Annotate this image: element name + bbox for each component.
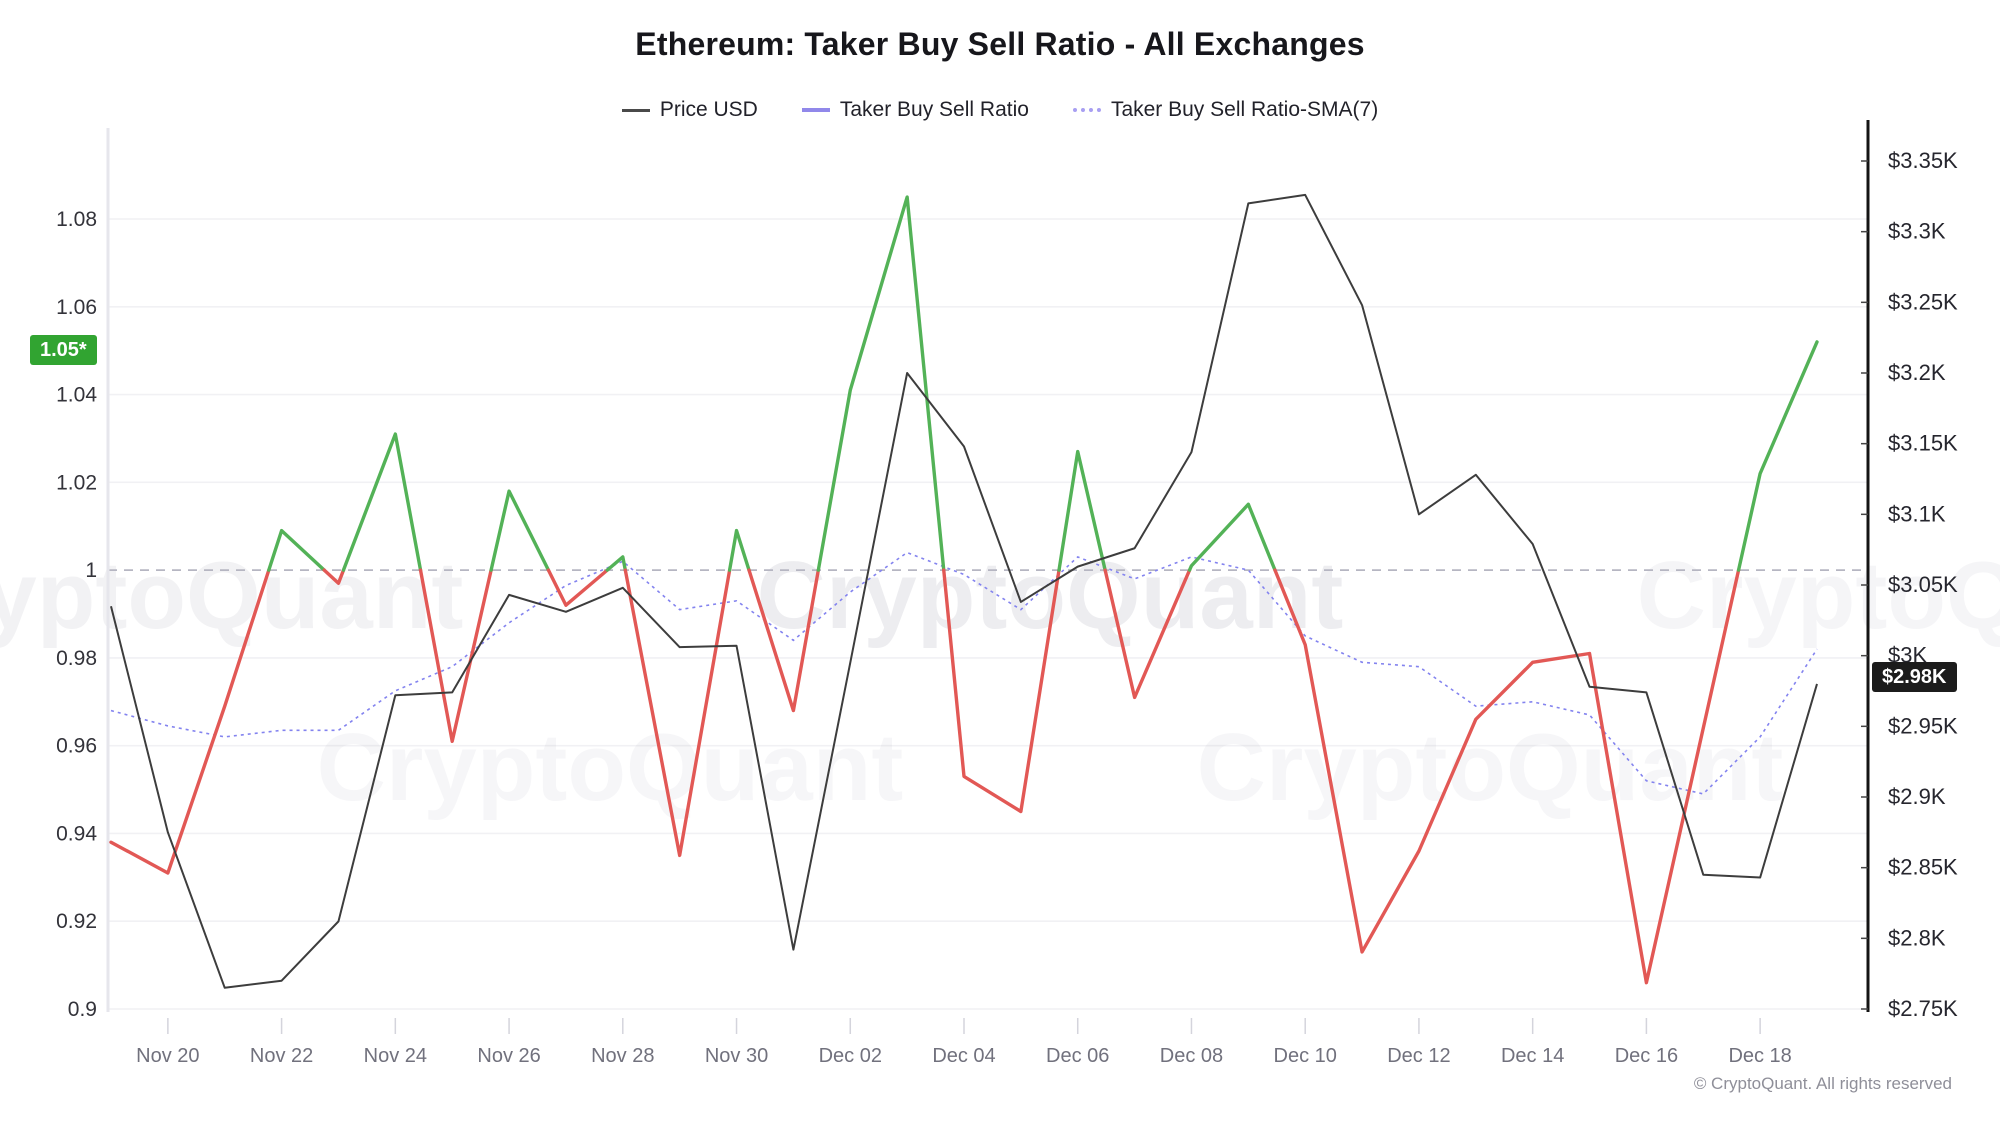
x-axis-tick-label: Dec 14 <box>1501 1045 1564 1067</box>
ratio-line-below-1 <box>942 568 1061 814</box>
left-axis-tick-label: 0.96 <box>56 735 97 758</box>
left-axis-tick-label: 1.06 <box>56 296 97 319</box>
right-axis-tick-label: $3.05K <box>1888 572 1958 597</box>
page-title: Ethereum: Taker Buy Sell Ratio - All Exc… <box>635 26 1365 62</box>
ratio-line-above-1 <box>605 555 628 572</box>
x-axis-tick-label: Dec 10 <box>1274 1045 1337 1067</box>
x-axis-tick-label: Dec 02 <box>819 1045 882 1067</box>
ratio-line-above-1 <box>1187 502 1277 572</box>
right-axis-tick-label: $2.75K <box>1888 996 1958 1021</box>
x-axis-tick-label: Nov 26 <box>477 1045 540 1067</box>
legend-label: Price USD <box>659 98 758 121</box>
right-axis-tick-label: $3.3K <box>1888 219 1946 244</box>
left-axis-tick-label: 1.02 <box>56 471 97 494</box>
x-axis-tick-label: Nov 24 <box>364 1045 427 1067</box>
right-axis-tick-label: $3.2K <box>1888 360 1946 385</box>
x-axis-tick-label: Nov 22 <box>250 1045 313 1067</box>
x-axis-tick-label: Nov 30 <box>705 1045 768 1067</box>
right-axis-tick-label: $3.35K <box>1888 148 1958 173</box>
ratio-line-above-1 <box>1736 340 1819 572</box>
left-axis-tick-label: 0.94 <box>56 822 97 845</box>
ratio-line-below-1 <box>747 568 821 713</box>
x-axis-tick-label: Nov 28 <box>591 1045 654 1067</box>
chart-legend: Price USD Taker Buy Sell Ratio Taker Buy… <box>0 98 2000 122</box>
legend-label: Taker Buy Sell Ratio <box>839 98 1029 121</box>
right-axis-tick-label: $3.15K <box>1888 431 1958 456</box>
legend-item-ratio-sma7[interactable]: Taker Buy Sell Ratio-SMA(7) <box>1072 98 1379 122</box>
left-axis-tick-label: 0.92 <box>56 910 97 933</box>
right-axis-tick-label: $2.9K <box>1888 784 1946 809</box>
legend-label: Taker Buy Sell Ratio-SMA(7) <box>1110 98 1379 121</box>
ratio-sma-line-swatch <box>1072 108 1101 112</box>
left-axis-tick-label: 0.98 <box>56 647 97 670</box>
left-axis-tick-label: 1.08 <box>56 208 97 231</box>
ratio-line-below-1 <box>1103 568 1192 700</box>
x-axis-tick-label: Dec 12 <box>1387 1045 1450 1067</box>
left-axis-tick-label: 0.9 <box>68 998 97 1021</box>
right-axis-tick-label: $2.95K <box>1888 713 1958 738</box>
ratio-line-above-1 <box>341 432 423 572</box>
ratio-line-below-1 <box>418 568 493 743</box>
x-axis-tick-label: Dec 04 <box>932 1045 995 1067</box>
ratio-line-above-1 <box>489 489 551 572</box>
copyright-notice: © CryptoQuant. All rights reserved <box>1693 1074 1952 1093</box>
ratio-line-below-1 <box>322 568 346 585</box>
right-axis-tick-label: $3.25K <box>1888 289 1958 314</box>
x-axis-tick-label: Dec 08 <box>1160 1045 1223 1067</box>
ratio-line-below-1 <box>623 568 732 858</box>
ratio-line-above-1 <box>267 528 326 572</box>
right-axis-tick-label: $3.1K <box>1888 501 1946 526</box>
legend-item-price-usd[interactable]: Price USD <box>621 98 758 122</box>
watermark: CryptoQuant <box>317 714 904 821</box>
left-axis-tick-label: 1.04 <box>56 384 97 407</box>
ratio-line-above-1 <box>727 528 751 572</box>
watermark: CryptoQuant <box>0 542 463 649</box>
left-axis-tick-label: 1 <box>85 559 97 582</box>
right-axis-tick-label: $2.8K <box>1888 925 1946 950</box>
ratio-line-below-1 <box>546 568 609 607</box>
latest-ratio-badge: 1.05* <box>30 335 97 365</box>
right-axis-tick-label: $2.85K <box>1888 855 1958 880</box>
ratio-line-below-1 <box>1273 568 1741 985</box>
ratio-line-swatch <box>801 108 830 112</box>
x-axis-tick-label: Dec 06 <box>1046 1045 1109 1067</box>
ratio-line-above-1 <box>816 195 946 572</box>
x-axis-tick-label: Nov 20 <box>136 1045 199 1067</box>
ratio-line-below-1 <box>109 568 271 875</box>
latest-price-badge: $2.98K <box>1872 662 1957 692</box>
ratio-line-above-1 <box>1057 449 1107 572</box>
watermark: CryptoQuant <box>1637 542 2000 649</box>
x-axis-tick-label: Dec 16 <box>1615 1045 1678 1067</box>
price-usd-line <box>110 193 1818 989</box>
price-usd-line-swatch <box>621 108 650 112</box>
x-axis-tick-label: Dec 18 <box>1728 1045 1791 1067</box>
legend-item-taker-buy-sell-ratio[interactable]: Taker Buy Sell Ratio <box>801 98 1029 122</box>
